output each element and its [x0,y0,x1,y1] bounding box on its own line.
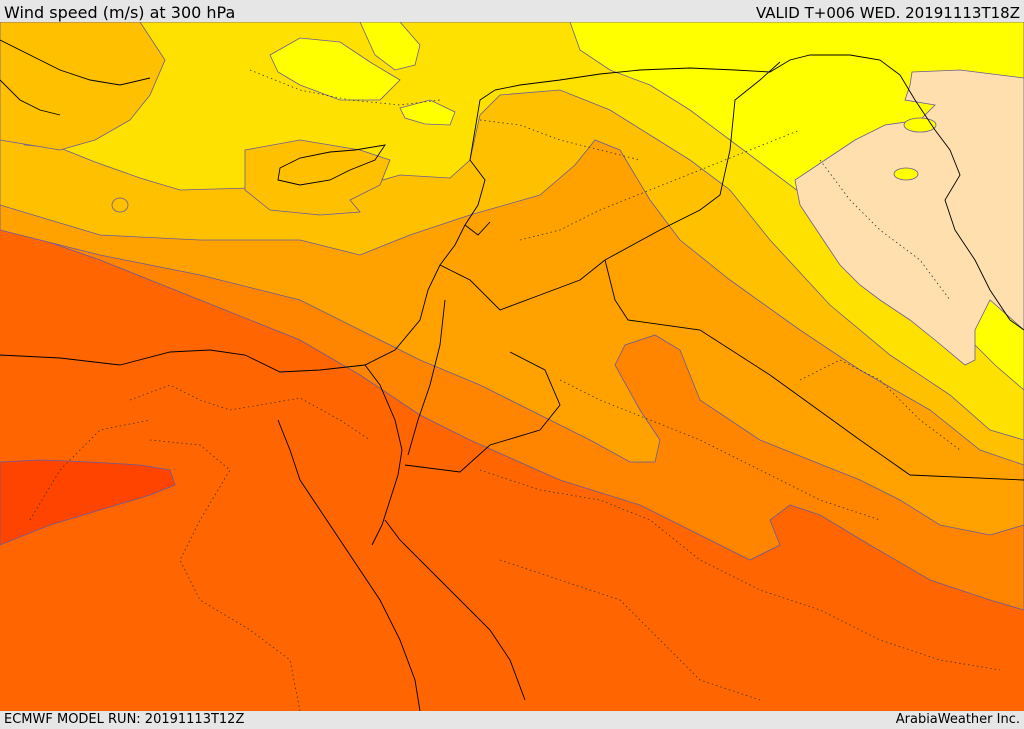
band-yellow-patch-3 [399,99,456,126]
band-yellow-patch-1 [269,37,401,101]
band-gold-patch-cyprus [244,139,391,216]
coastlines [0,39,1024,711]
footer-bar [0,711,1024,729]
band-yellow-patch-4 [893,167,919,181]
band-wheat [794,69,1024,366]
header-bar [0,0,1024,22]
credit: ArabiaWeather Inc. [895,712,1020,727]
band-yellow-patch-5 [903,117,937,133]
band-gold-patch-small [111,197,129,213]
band-gold-patch-west [0,22,166,151]
model-run: ECMWF MODEL RUN: 20191113T12Z [4,712,245,727]
wind-speed-map [0,22,1024,711]
band-yellow-patch-2 [359,22,421,71]
map-title: Wind speed (m/s) at 300 hPa [4,3,236,22]
valid-time: VALID T+006 WED. 20191113T18Z [755,4,1020,22]
admin-boundaries [29,69,1001,711]
band-red-orange [0,459,176,546]
national-borders [404,61,1024,481]
